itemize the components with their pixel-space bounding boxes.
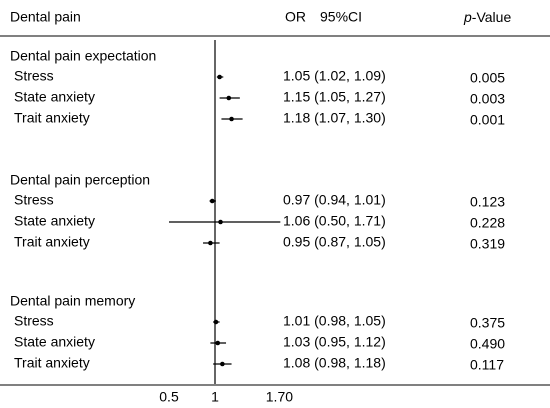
row-label: State anxiety xyxy=(14,89,95,105)
or-ci-label: 1.01 (0.98, 1.05) xyxy=(283,313,386,329)
or-point xyxy=(226,95,232,101)
header-p-rest: -Value xyxy=(472,9,512,25)
or-point xyxy=(220,361,225,367)
row-label: Trait anxiety xyxy=(14,110,90,126)
x-tick-label: 1 xyxy=(211,389,219,405)
or-ci-label: 1.05 (1.02, 1.09) xyxy=(283,68,386,84)
x-tick-label: 0.5 xyxy=(159,389,179,405)
p-value: 0.003 xyxy=(470,91,505,107)
or-ci-label: 1.06 (0.50, 1.71) xyxy=(283,213,386,229)
p-value: 0.319 xyxy=(470,236,505,252)
row-label: Trait anxiety xyxy=(14,234,90,250)
group-title: Dental pain memory xyxy=(10,293,135,309)
or-ci-label: 1.15 (1.05, 1.27) xyxy=(283,89,386,105)
header-label: Dental pain xyxy=(10,9,81,25)
or-point xyxy=(217,74,222,80)
row-label: Stress xyxy=(14,68,54,84)
x-tick-label: 1.70 xyxy=(266,389,293,405)
row-label: Trait anxiety xyxy=(14,355,90,371)
or-ci-label: 0.95 (0.87, 1.05) xyxy=(283,234,386,250)
p-value: 0.001 xyxy=(470,112,505,128)
row-label: Stress xyxy=(14,192,54,208)
or-point xyxy=(215,340,221,346)
row-label: State anxiety xyxy=(14,213,95,229)
p-value: 0.123 xyxy=(470,194,505,210)
or-point xyxy=(218,219,223,225)
or-point xyxy=(213,319,219,325)
header-p: p-Value xyxy=(463,9,511,25)
or-ci-label: 0.97 (0.94, 1.01) xyxy=(283,192,386,208)
p-value: 0.490 xyxy=(470,336,505,352)
or-ci-label: 1.03 (0.95, 1.12) xyxy=(283,334,386,350)
p-value: 0.228 xyxy=(470,215,505,231)
header-ci: 95%CI xyxy=(320,9,362,25)
or-point xyxy=(229,116,234,122)
header-p-italic: p xyxy=(463,9,472,25)
p-value: 0.375 xyxy=(470,315,505,331)
or-point xyxy=(209,198,215,204)
or-ci-label: 1.18 (1.07, 1.30) xyxy=(283,110,386,126)
p-value: 0.005 xyxy=(470,70,505,86)
header-or: OR xyxy=(285,9,306,25)
p-value: 0.117 xyxy=(470,357,504,373)
group-title: Dental pain perception xyxy=(10,172,150,188)
or-point xyxy=(208,240,213,246)
group-title: Dental pain expectation xyxy=(10,48,156,64)
or-ci-label: 1.08 (0.98, 1.18) xyxy=(283,355,386,371)
row-label: State anxiety xyxy=(14,334,95,350)
row-label: Stress xyxy=(14,313,54,329)
